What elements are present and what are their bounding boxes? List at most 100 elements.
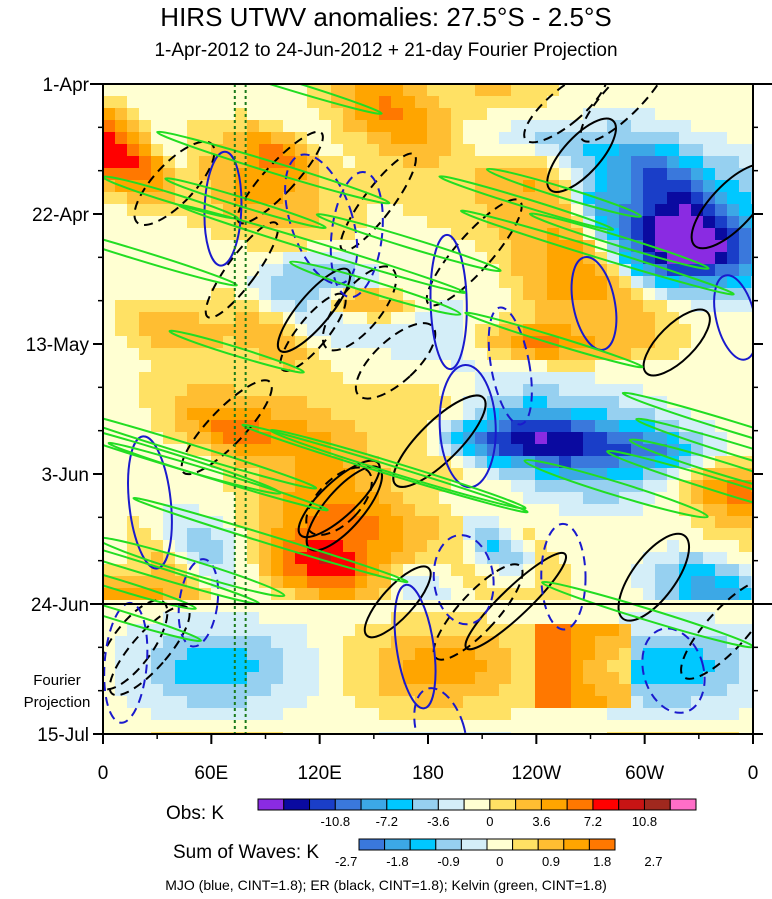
colorbar-tick-label: 7.2 <box>584 814 602 829</box>
er-contour <box>392 394 487 488</box>
chart-subtitle: 1-Apr-2012 to 24-Jun-2012 + 21-day Fouri… <box>154 40 618 61</box>
kelvin-contour <box>156 130 391 205</box>
kelvin-contour <box>621 391 753 463</box>
colorbar-swatch <box>309 798 336 811</box>
colorbar-swatch <box>386 798 414 811</box>
colorbar-swatch <box>437 798 465 811</box>
colorbar-tick-label: 1.8 <box>593 854 611 869</box>
kelvin-contour <box>464 311 644 369</box>
mjo-contour <box>570 255 618 351</box>
x-tick-label: 180 <box>412 763 444 784</box>
colorbar-tick-label: -0.9 <box>437 854 459 869</box>
x-tick-label: 0 <box>98 763 109 784</box>
y-tick-label: 1-Apr <box>43 75 90 96</box>
kelvin-contour <box>315 213 502 273</box>
obs-colorbar-label: Obs: K <box>166 803 225 824</box>
er-contour <box>363 565 432 639</box>
x-tick-label: 60E <box>194 763 228 784</box>
er-contour <box>680 578 753 680</box>
er-contour <box>354 322 437 400</box>
kelvin-contour <box>541 580 753 649</box>
kelvin-contour <box>606 449 753 528</box>
waves-colorbar: -2.7 -1.8 -0.9 0 0.9 1.8 2.7 <box>335 838 662 869</box>
x-tick-label: 60W <box>625 763 664 784</box>
er-contour <box>546 117 617 193</box>
kelvin-contour <box>103 404 318 490</box>
y-tick-label: 3-Jun <box>41 465 89 486</box>
x-tick-label: 120E <box>297 763 341 784</box>
mjo-contour <box>393 583 437 710</box>
er-contour <box>236 130 324 225</box>
colorbar-swatch <box>384 838 411 851</box>
colorbar-tick-label: -2.7 <box>335 854 357 869</box>
colorbar-swatch <box>489 798 517 811</box>
mjo-contour <box>177 558 220 648</box>
chart-title: HIRS UTWV anomalies: 27.5°S - 2.5°S <box>160 2 612 32</box>
projection-label: Fourier <box>33 672 81 689</box>
colorbar-swatch <box>515 798 542 811</box>
colorbar-swatch <box>540 798 568 811</box>
colorbar-swatch <box>283 798 311 811</box>
er-contour <box>690 162 753 250</box>
y-tick-label: 15-Jul <box>37 725 89 746</box>
x-axis: 0 60E 120E 180 120W 60W 0 <box>98 734 759 784</box>
colorbar-tick-label: -3.6 <box>427 814 449 829</box>
mjo-contour <box>641 627 706 714</box>
mjo-contour <box>540 522 587 631</box>
y-axis: 1-Apr 22-Apr 13-May 3-Jun 24-Jun 15-Jul Fourie… <box>24 75 763 746</box>
kelvin-contour <box>438 175 615 231</box>
colorbar-tick-label: 10.8 <box>632 814 657 829</box>
colorbar-swatch <box>563 838 590 851</box>
colorbar-swatch <box>360 798 388 811</box>
colorbar-swatch <box>460 838 488 851</box>
x-tick-label: 0 <box>748 763 759 784</box>
colorbar-swatch <box>592 798 620 811</box>
wave-contours <box>103 84 753 734</box>
y-tick-label: 22-Apr <box>32 205 90 226</box>
kelvin-contour <box>523 458 709 519</box>
kelvin-contour <box>628 438 753 498</box>
colorbar-swatch <box>512 838 539 851</box>
y-tick-label: 13-May <box>26 335 90 356</box>
er-contour <box>321 265 398 352</box>
mjo-contour <box>487 306 533 426</box>
kelvin-contour <box>164 177 327 230</box>
kelvin-contour <box>635 417 753 490</box>
mjo-contour <box>329 171 384 299</box>
colorbar-swatch <box>486 838 514 851</box>
colorbar-swatch <box>435 838 462 851</box>
colorbar-tick-label: -1.8 <box>386 854 408 869</box>
kelvin-contour <box>460 209 735 296</box>
colorbar-swatch <box>618 798 645 811</box>
colorbar-swatch <box>643 798 671 811</box>
colorbar-swatch <box>669 798 697 811</box>
kelvin-contour <box>132 496 409 584</box>
kelvin-contour <box>103 175 239 220</box>
obs-colorbar: -10.8 -7.2 -3.6 0 3.6 7.2 10.8 <box>257 798 697 829</box>
er-contour <box>276 267 352 353</box>
er-contour <box>297 459 381 539</box>
colorbar-swatch <box>588 838 616 851</box>
kelvin-contour <box>485 167 642 218</box>
er-contour <box>642 308 711 377</box>
kelvin-contour <box>103 558 197 611</box>
colorbar-swatch <box>257 798 285 811</box>
colorbar-tick-label: 0 <box>496 854 503 869</box>
colorbar-tick-label: 2.7 <box>644 854 662 869</box>
projection-label: Projection <box>24 694 91 711</box>
colorbar-swatch <box>358 838 386 851</box>
waves-colorbar-label: Sum of Waves: K <box>173 842 320 863</box>
colorbar-tick-label: 3.6 <box>532 814 550 829</box>
kelvin-contour <box>103 222 238 287</box>
colorbar-tick-label: 0 <box>486 814 493 829</box>
kelvin-contour <box>188 84 383 115</box>
mjo-contour <box>203 150 243 267</box>
er-contour <box>180 379 273 476</box>
y-tick-label: 24-Jun <box>31 595 89 616</box>
mjo-contour <box>429 233 468 371</box>
er-contour <box>464 551 568 651</box>
colorbar-tick-label: 0.9 <box>542 854 560 869</box>
er-contour <box>305 466 373 536</box>
mjo-contour <box>713 274 753 361</box>
kelvin-contour <box>103 587 203 643</box>
